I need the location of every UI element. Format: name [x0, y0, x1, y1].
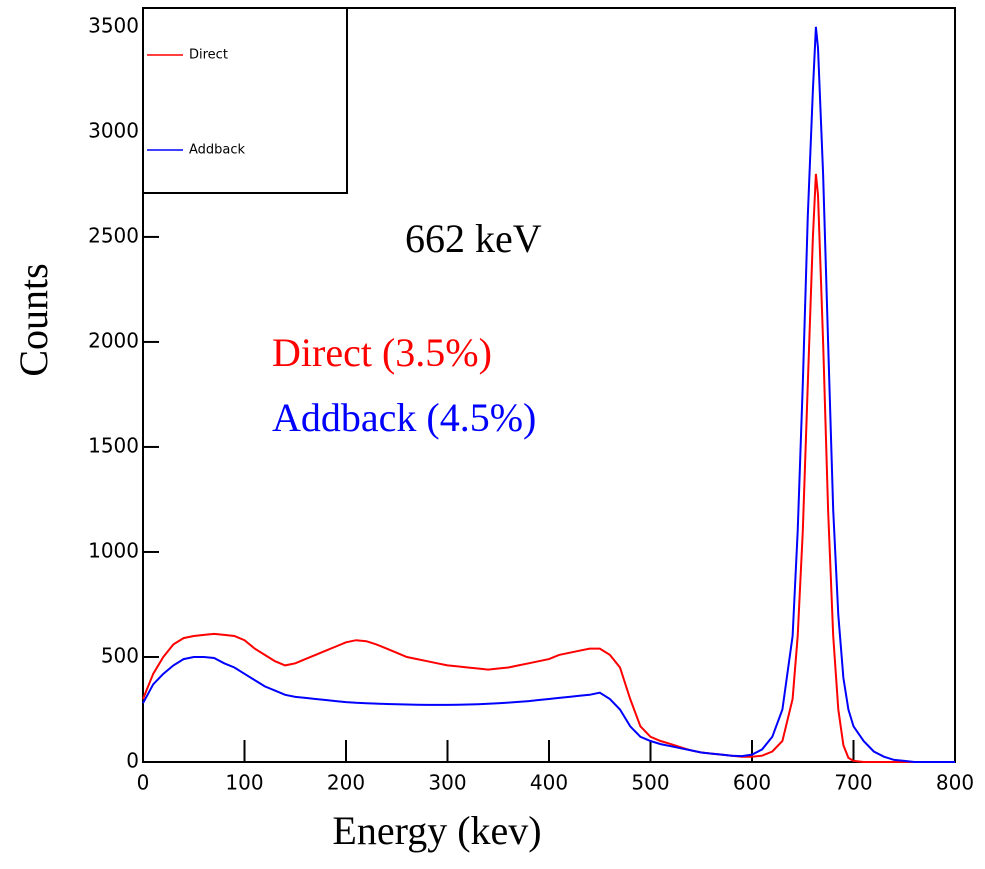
legend-label: Direct: [189, 48, 228, 63]
x-tick-label: 300: [428, 771, 466, 795]
annotation: 662 keV: [405, 216, 542, 261]
y-tick-label: 2000: [88, 328, 139, 352]
legend-label: Addback: [189, 143, 246, 158]
y-tick-label: 1000: [88, 538, 139, 562]
x-tick-label: 200: [327, 771, 365, 795]
x-tick-label: 0: [137, 771, 150, 795]
y-tick-label: 0: [126, 749, 139, 773]
x-tick-label: 600: [733, 771, 771, 795]
y-axis-label: Counts: [11, 263, 56, 376]
data-line: [142, 173, 955, 763]
y-tick-label: 2500: [88, 223, 139, 247]
x-tick-label: 700: [834, 771, 872, 795]
legend-box: [142, 7, 348, 194]
annotation: Addback (4.5%): [272, 395, 536, 440]
x-axis-label: Energy (kev): [332, 808, 541, 853]
y-tick-label: 1500: [88, 433, 139, 457]
x-tick-label: 100: [225, 771, 263, 795]
data-line: [142, 26, 955, 763]
annotation: Direct (3.5%): [272, 330, 492, 375]
y-tick-label: 3500: [88, 13, 139, 37]
x-tick-label: 400: [530, 771, 568, 795]
y-tick-label: 3000: [88, 118, 139, 142]
y-tick-label: 500: [101, 643, 139, 667]
x-tick-label: 800: [936, 771, 974, 795]
x-tick-label: 500: [631, 771, 669, 795]
